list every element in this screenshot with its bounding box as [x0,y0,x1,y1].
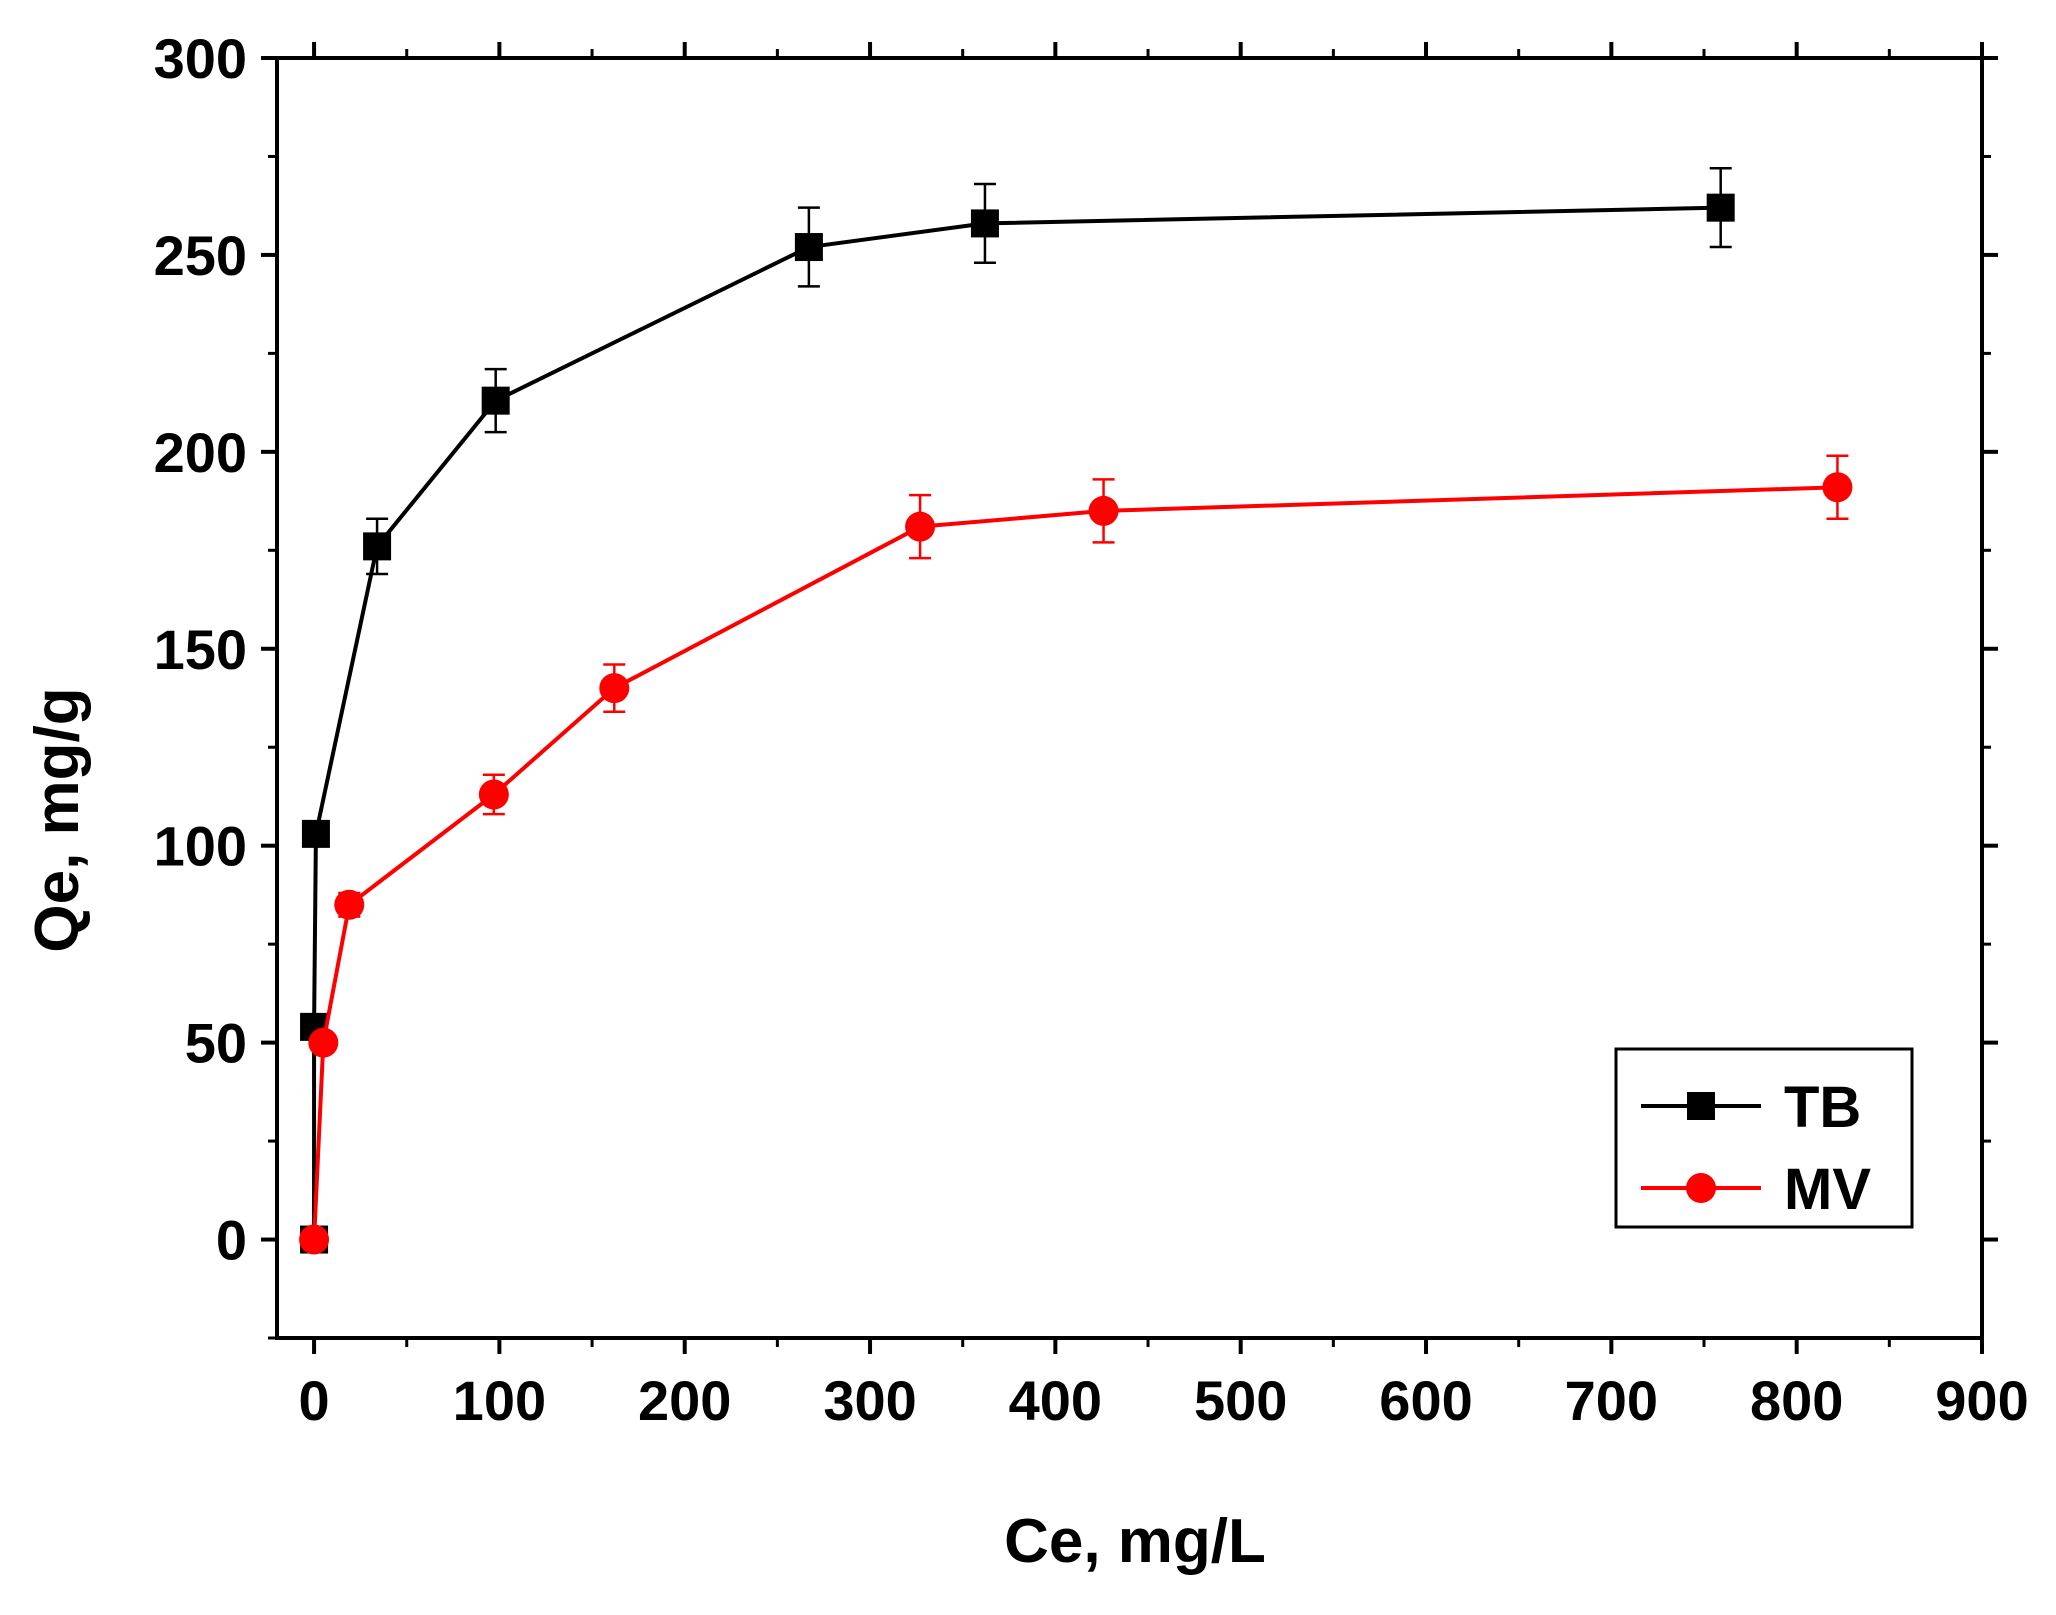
legend-box [1614,1047,1914,1229]
data-point-mv [334,889,365,920]
x-tick-label: 600 [1379,1369,1472,1432]
x-axis-title: Ce, mg/L [1004,1507,1266,1576]
x-tick-label: 500 [1194,1369,1287,1432]
y-tick-label: 150 [154,618,247,681]
y-tick-label: 200 [154,421,247,484]
data-point-mv [1088,495,1119,526]
data-point-tb [794,233,823,262]
x-tick-label: 300 [823,1369,916,1432]
series-line-mv [312,485,1838,1240]
x-tick-label: 700 [1565,1369,1658,1432]
y-tick-label: 100 [154,815,247,878]
data-point-tb [363,532,392,561]
plot-frame [275,56,1984,1340]
y-tick-label: 50 [185,1012,247,1075]
legend-label-mv: MV [1784,1157,1871,1222]
x-tick-label: 800 [1750,1369,1843,1432]
series-line-tb [312,205,1721,1240]
data-point-tb [1706,193,1735,222]
x-tick-label: 400 [1009,1369,1102,1432]
legend-marker-tb [1687,1092,1715,1120]
data-point-mv [299,1224,330,1255]
x-tick-label: 200 [638,1369,731,1432]
x-tick-label: 0 [298,1369,329,1432]
y-tick-label: 0 [216,1209,247,1272]
data-point-mv [599,673,630,704]
series-tb [300,167,1735,1254]
y-tick-label: 300 [154,27,247,90]
data-point-tb [481,386,510,415]
data-point-mv [1822,472,1853,503]
data-point-mv [905,511,936,542]
y-tick-label: 250 [154,224,247,287]
data-point-tb [970,209,999,238]
x-tick-label: 900 [1935,1369,2028,1432]
data-point-mv [308,1027,339,1058]
data-point-mv [478,779,509,810]
data-point-tb [301,819,330,848]
legend-label-tb: TB [1784,1075,1861,1140]
series-mv [299,454,1853,1255]
x-tick-label: 100 [453,1369,546,1432]
legend-marker-mv [1686,1173,1716,1203]
y-axis-title: Qe, mg/g [23,687,92,952]
